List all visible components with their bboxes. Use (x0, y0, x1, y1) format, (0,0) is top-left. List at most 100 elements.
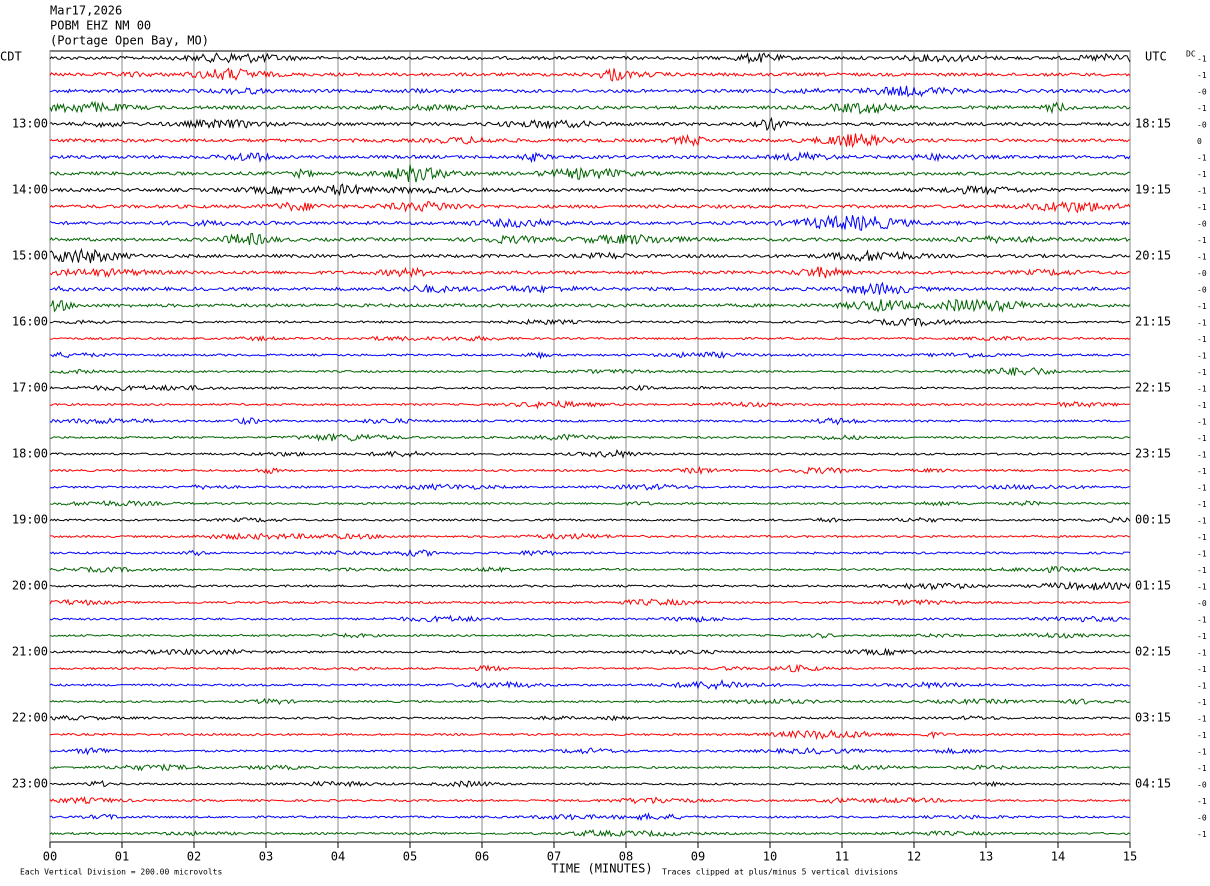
left-time-label: 16:00 (12, 315, 48, 329)
left-time-label: 19:00 (12, 513, 48, 527)
right-time-label: 19:15 (1135, 183, 1171, 197)
trace (49, 548, 1131, 558)
trace (49, 780, 1131, 788)
trace (49, 200, 1131, 214)
dc-offset-label: -1 (1197, 319, 1207, 328)
dc-offset-label: -1 (1197, 632, 1207, 641)
dc-offset-label: -1 (1197, 764, 1207, 773)
right-time-label: 00:15 (1135, 513, 1171, 527)
dc-offset-label: -0 (1197, 88, 1207, 97)
right-time-label: 18:15 (1135, 117, 1171, 131)
trace (49, 565, 1131, 574)
dc-offset-label: -1 (1197, 418, 1207, 427)
dc-offset-label: -1 (1197, 797, 1207, 806)
trace (49, 164, 1131, 183)
x-axis-title: TIME (MINUTES) (551, 862, 652, 876)
trace (49, 116, 1131, 132)
x-tick-label: 14 (1051, 850, 1065, 864)
dc-offset-label: -1 (1197, 253, 1207, 262)
trace (49, 632, 1131, 639)
trace (49, 647, 1131, 657)
trace (49, 598, 1131, 607)
dc-offset-label: -0 (1197, 220, 1207, 229)
dc-offset-label: -1 (1197, 434, 1207, 443)
header-date: Mar17,2026 (50, 4, 122, 18)
trace (49, 247, 1131, 264)
trace (49, 384, 1131, 392)
trace (49, 465, 1131, 476)
trace (49, 317, 1131, 328)
dc-offset-label: -1 (1197, 616, 1207, 625)
dc-offset-label: -1 (1197, 748, 1207, 757)
trace (49, 85, 1131, 98)
dc-title: DC (1186, 50, 1196, 59)
dc-offset-label: -1 (1197, 368, 1207, 377)
trace (49, 763, 1131, 772)
trace (49, 367, 1131, 377)
left-time-label: 15:00 (12, 249, 48, 263)
dc-offset-label: -1 (1197, 352, 1207, 361)
x-tick-label: 05 (403, 850, 417, 864)
dc-offset-label: -1 (1197, 698, 1207, 707)
trace (49, 448, 1131, 459)
trace (49, 499, 1131, 507)
x-tick-label: 02 (187, 850, 201, 864)
x-tick-label: 00 (43, 850, 57, 864)
dc-offset-label: -1 (1197, 715, 1207, 724)
left-time-label: 17:00 (12, 381, 48, 395)
footer-left: Each Vertical Division = 200.00 microvol… (20, 868, 222, 877)
x-tick-label: 08 (619, 850, 633, 864)
trace (49, 67, 1131, 82)
dc-offset-label: -0 (1197, 269, 1207, 278)
dc-offset-label: -1 (1197, 104, 1207, 113)
dc-offset-label: -0 (1197, 781, 1207, 790)
header-station: POBM EHZ NM 00 (50, 19, 151, 33)
trace (49, 747, 1131, 756)
dc-offset-label: -1 (1197, 154, 1207, 163)
right-time-label: 22:15 (1135, 381, 1171, 395)
trace (49, 679, 1131, 691)
trace (49, 52, 1131, 65)
trace (49, 714, 1131, 722)
trace (49, 335, 1131, 342)
x-tick-label: 03 (259, 850, 273, 864)
dc-offset-label: -1 (1197, 830, 1207, 839)
dc-offset-label: -1 (1197, 302, 1207, 311)
trace (49, 151, 1131, 164)
dc-offset-label: -0 (1197, 286, 1207, 295)
left-zone: CDT (0, 50, 22, 64)
right-time-label: 03:15 (1135, 711, 1171, 725)
dc-offset-label: 0 (1197, 137, 1202, 146)
right-zone: UTC (1145, 50, 1167, 64)
dc-offset-label: -1 (1197, 665, 1207, 674)
trace (49, 663, 1131, 673)
dc-offset-label: -1 (1197, 484, 1207, 493)
trace (49, 266, 1131, 279)
left-time-label: 13:00 (12, 117, 48, 131)
trace (49, 482, 1131, 491)
trace (49, 614, 1131, 623)
trace (49, 516, 1131, 524)
trace (50, 281, 1131, 296)
right-time-label: 23:15 (1135, 447, 1171, 461)
dc-offset-label: -1 (1197, 731, 1207, 740)
dc-offset-label: -1 (1197, 187, 1207, 196)
right-time-label: 20:15 (1135, 249, 1171, 263)
trace (49, 233, 1131, 246)
dc-offset-label: -1 (1197, 500, 1207, 509)
trace (49, 829, 1131, 838)
dc-offset-label: -1 (1197, 401, 1207, 410)
trace (49, 697, 1131, 706)
footer-right: Traces clipped at plus/minus 5 vertical … (662, 868, 898, 877)
x-tick-label: 15 (1123, 850, 1137, 864)
trace (49, 812, 1131, 822)
trace (49, 399, 1131, 410)
dc-offset-label: -1 (1197, 682, 1207, 691)
left-time-label: 22:00 (12, 711, 48, 725)
right-time-label: 01:15 (1135, 579, 1171, 593)
x-tick-label: 01 (115, 850, 129, 864)
right-time-label: 21:15 (1135, 315, 1171, 329)
dc-offset-label: -0 (1197, 121, 1207, 130)
dc-offset-label: -1 (1197, 451, 1207, 460)
